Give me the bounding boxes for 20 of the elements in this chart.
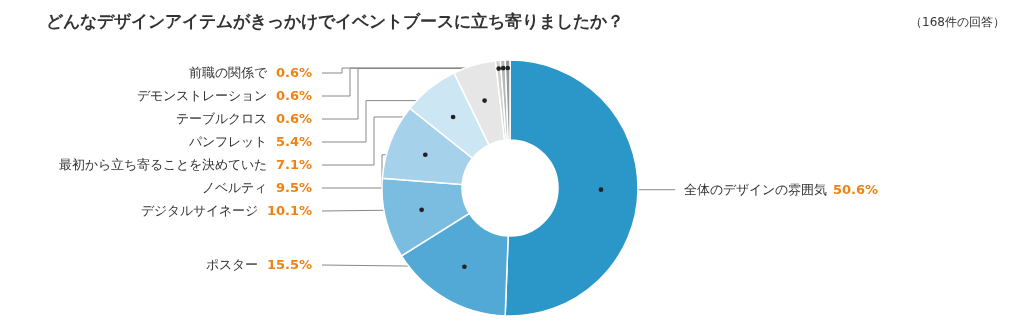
- chart-title: どんなデザインアイテムがきっかけでイベントブースに立ち寄りましたか？: [46, 11, 624, 31]
- data-label: 0.6%: [275, 88, 312, 103]
- data-label: 0.6%: [275, 65, 312, 80]
- slice-label: デジタルサイネージ: [140, 203, 258, 218]
- slice-label: 最初から立ち寄ることを決めていた: [59, 157, 267, 172]
- slice-label: 全体のデザインの雰囲気: [684, 181, 827, 197]
- data-label: 15.5%: [266, 257, 312, 272]
- data-label: 10.1%: [266, 203, 312, 218]
- data-label: 9.5%: [275, 180, 312, 195]
- slice-label: ポスター: [205, 257, 258, 272]
- slice-label: 前職の関係で: [189, 65, 268, 80]
- slice-label: デモンストレーション: [137, 88, 267, 103]
- text: （168件の回答）: [910, 15, 1005, 29]
- slice-label: ノベルティ: [202, 180, 267, 195]
- data-label: 5.4%: [275, 134, 312, 149]
- slice-label: テーブルクロス: [176, 111, 267, 126]
- slice-label: パンフレット: [188, 134, 267, 149]
- data-label: 0.6%: [275, 111, 312, 126]
- data-label: 50.6%: [833, 181, 879, 197]
- data-label: 7.1%: [275, 157, 312, 172]
